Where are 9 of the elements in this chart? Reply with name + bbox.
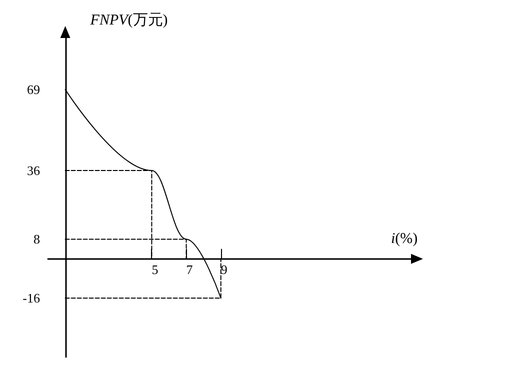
x-tick-label: 7	[186, 262, 194, 277]
x-tick-label: 5	[152, 262, 158, 277]
x-tick-label: 9	[220, 262, 228, 277]
y-tick-label: 8	[34, 232, 40, 247]
y-axis-title: FNPV(万元)	[89, 12, 168, 28]
y-tick-label: 36	[27, 163, 40, 178]
x-axis-title: i(%)	[391, 230, 418, 247]
y-tick-label: 69	[27, 82, 40, 98]
y-tick-label: -16	[22, 290, 40, 306]
